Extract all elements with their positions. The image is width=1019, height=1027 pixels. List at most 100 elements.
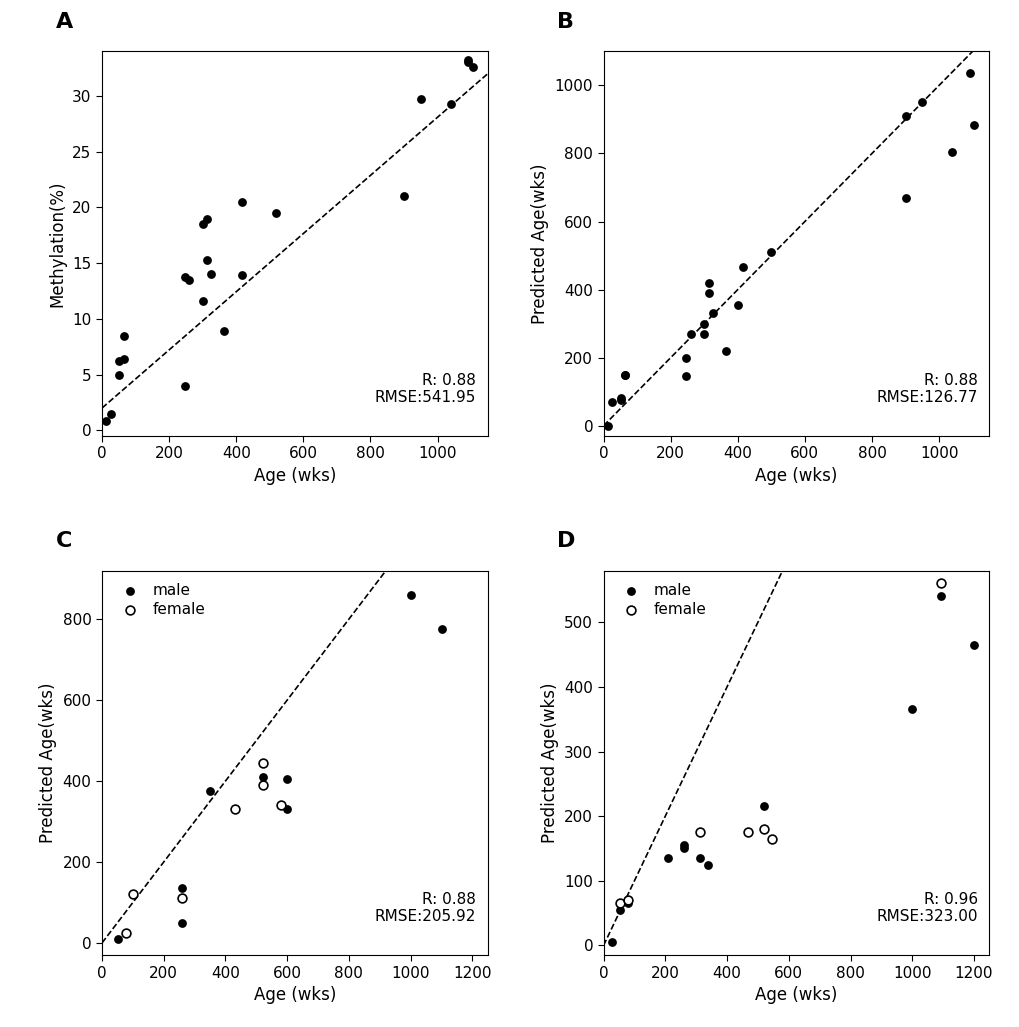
male: [254, 769, 270, 786]
male: [174, 914, 191, 930]
female: [174, 890, 191, 907]
Point: [98, 413, 114, 429]
male: [403, 586, 419, 603]
male: [603, 934, 620, 950]
female: [226, 801, 243, 817]
Point: [181, 272, 198, 289]
Point: [700, 274, 716, 291]
Text: R: 0.96
RMSE:323.00: R: 0.96 RMSE:323.00: [875, 891, 977, 924]
Text: C: C: [56, 531, 72, 551]
Point: [412, 91, 428, 108]
female: [254, 755, 270, 771]
male: [675, 840, 691, 857]
Point: [268, 204, 284, 221]
X-axis label: Age (wks): Age (wks): [254, 986, 336, 1004]
X-axis label: Age (wks): Age (wks): [754, 467, 837, 485]
Point: [195, 216, 211, 232]
male: [110, 930, 126, 947]
Point: [199, 211, 215, 227]
Point: [695, 315, 711, 332]
female: [619, 892, 635, 909]
Point: [729, 297, 745, 313]
female: [124, 886, 141, 903]
male: [675, 837, 691, 853]
Point: [913, 94, 929, 111]
Point: [704, 305, 720, 321]
male: [279, 801, 296, 817]
Point: [616, 367, 633, 383]
Point: [682, 326, 698, 342]
Text: R: 0.88
RMSE:541.95: R: 0.88 RMSE:541.95: [375, 373, 476, 406]
Legend: male, female: male, female: [610, 578, 710, 622]
Y-axis label: Predicted Age(wks): Predicted Age(wks): [540, 683, 558, 843]
Legend: male, female: male, female: [109, 578, 210, 622]
Point: [460, 54, 476, 71]
X-axis label: Age (wks): Age (wks): [754, 986, 837, 1004]
male: [699, 857, 715, 873]
male: [433, 621, 449, 638]
Text: R: 0.88
RMSE:126.77: R: 0.88 RMSE:126.77: [875, 373, 977, 406]
Point: [442, 96, 459, 112]
Point: [944, 144, 960, 160]
Y-axis label: Predicted Age(wks): Predicted Age(wks): [531, 163, 548, 324]
Point: [965, 116, 981, 132]
Point: [233, 194, 250, 211]
X-axis label: Age (wks): Age (wks): [254, 467, 336, 485]
Point: [695, 326, 711, 342]
female: [755, 821, 771, 837]
male: [691, 850, 707, 867]
Point: [111, 353, 127, 370]
Point: [460, 52, 476, 69]
Point: [233, 267, 250, 283]
female: [931, 575, 948, 592]
female: [691, 824, 707, 840]
male: [279, 771, 296, 788]
Point: [616, 367, 633, 383]
male: [903, 701, 919, 718]
female: [273, 797, 289, 813]
Point: [717, 343, 734, 359]
Point: [395, 188, 412, 204]
Point: [464, 59, 480, 75]
Point: [897, 189, 913, 205]
female: [763, 831, 780, 847]
Text: B: B: [556, 12, 574, 32]
Point: [961, 66, 977, 82]
female: [118, 924, 135, 941]
male: [610, 902, 627, 918]
Point: [897, 108, 913, 124]
Point: [599, 418, 615, 434]
Point: [115, 328, 131, 344]
Point: [678, 368, 694, 384]
Point: [678, 349, 694, 366]
Text: A: A: [56, 12, 73, 32]
Text: D: D: [556, 531, 575, 551]
female: [739, 824, 755, 840]
Point: [612, 390, 629, 407]
Y-axis label: Methylation(%): Methylation(%): [49, 181, 66, 307]
Point: [762, 244, 779, 261]
Point: [115, 351, 131, 368]
Point: [603, 393, 620, 410]
Y-axis label: Predicted Age(wks): Predicted Age(wks): [39, 683, 57, 843]
female: [610, 896, 627, 912]
Point: [700, 284, 716, 301]
Point: [195, 293, 211, 309]
male: [965, 637, 981, 653]
Point: [199, 252, 215, 268]
Point: [103, 406, 119, 422]
Point: [176, 378, 193, 394]
male: [202, 783, 218, 799]
Point: [111, 367, 127, 383]
Point: [203, 266, 219, 282]
Point: [176, 268, 193, 284]
female: [254, 776, 270, 793]
male: [755, 798, 771, 814]
male: [659, 850, 676, 867]
male: [619, 896, 635, 912]
Point: [735, 259, 751, 275]
Point: [612, 392, 629, 409]
Point: [216, 322, 232, 339]
Text: R: 0.88
RMSE:205.92: R: 0.88 RMSE:205.92: [375, 891, 476, 924]
male: [174, 880, 191, 897]
